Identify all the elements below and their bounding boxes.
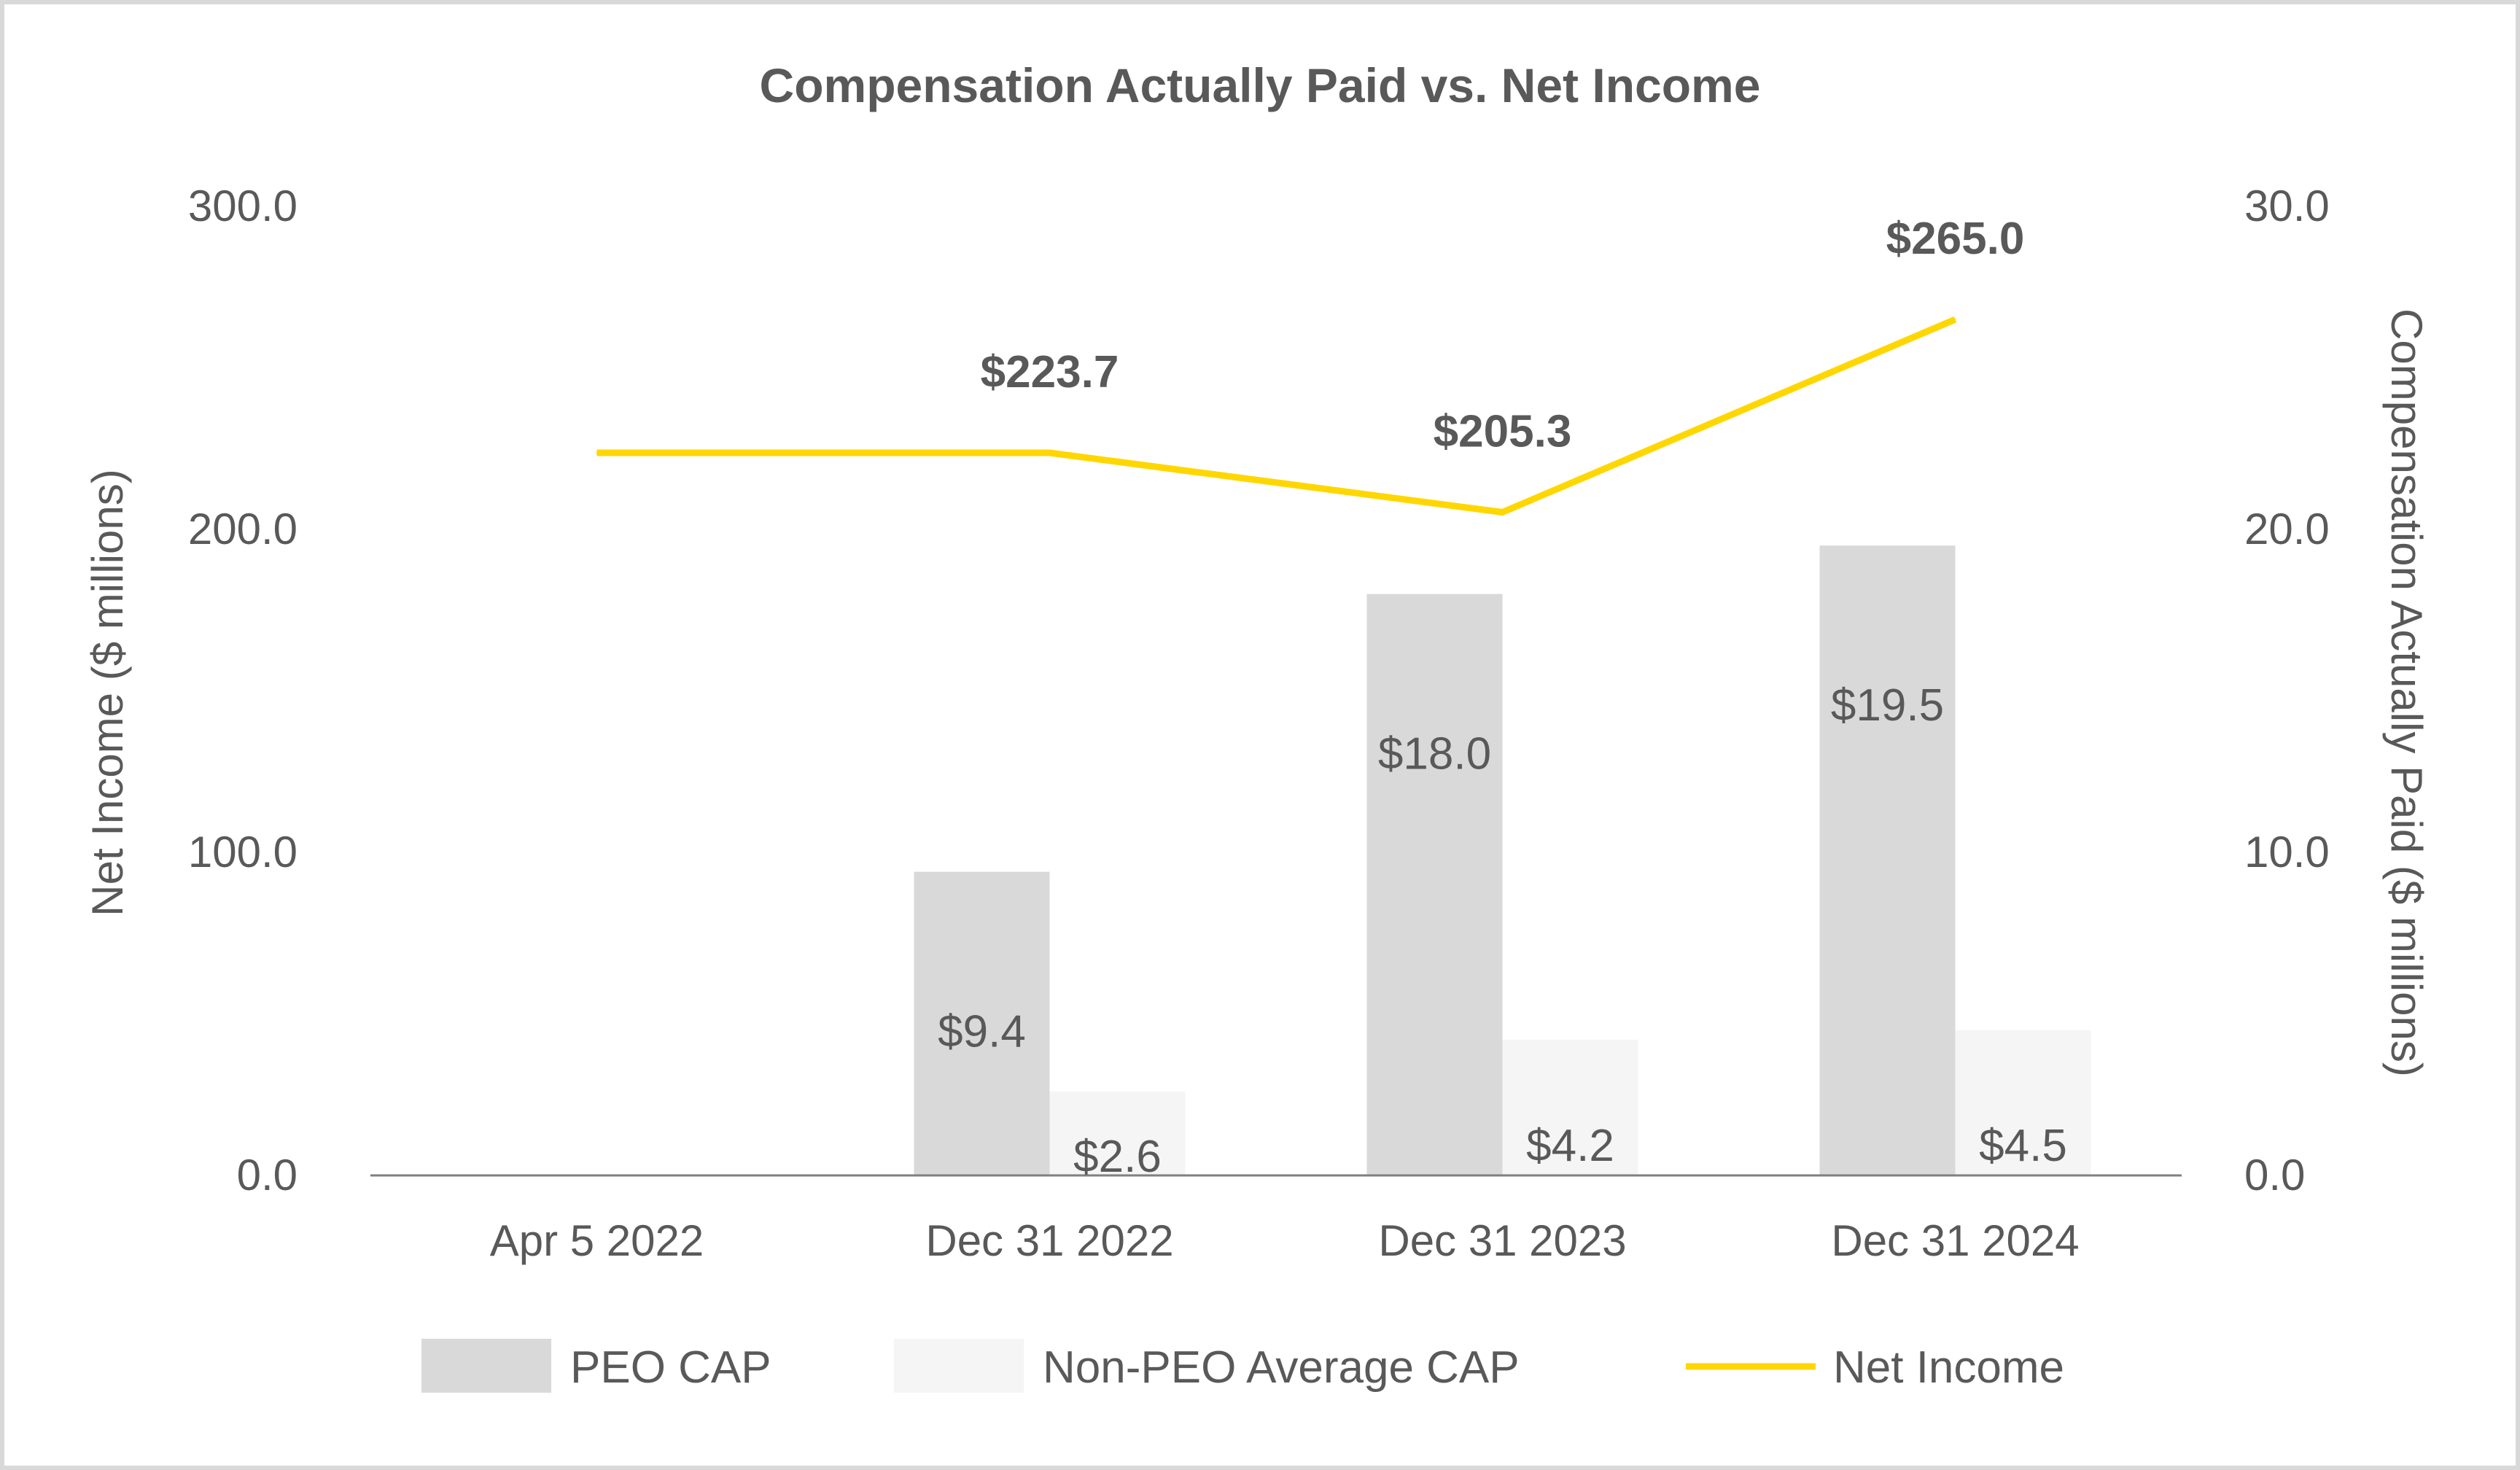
net-income-point	[596, 452, 598, 454]
legend: PEO CAP Non-PEO Average CAP Net Income	[421, 1339, 2064, 1393]
peo-cap-bar	[1366, 594, 1503, 1175]
legend-label-peo-cap: PEO CAP	[570, 1342, 771, 1393]
x-tick-label: Dec 31 2022	[925, 1216, 1173, 1265]
y-right-tick-label: 30.0	[2244, 182, 2330, 230]
y-right-tick-label: 10.0	[2244, 828, 2330, 876]
x-tick-label: Dec 31 2024	[1831, 1216, 2079, 1265]
non-peo-cap-data-label: $4.5	[1979, 1121, 2067, 1171]
peo-cap-data-label: $18.0	[1378, 729, 1491, 779]
y-left-tick-label: 200.0	[188, 505, 298, 553]
net-income-point	[1049, 452, 1051, 454]
legend-swatch-non-peo-cap	[894, 1339, 1024, 1393]
peo-cap-data-label: $9.4	[938, 1007, 1026, 1057]
chart-title: Compensation Actually Paid vs. Net Incom…	[760, 58, 1761, 112]
legend-label-non-peo-cap: Non-PEO Average CAP	[1043, 1342, 1520, 1393]
non-peo-cap-data-label: $4.2	[1526, 1121, 1614, 1171]
y-right-tick-label: 20.0	[2244, 505, 2330, 553]
net-income-data-label: $205.3	[1434, 407, 1572, 457]
legend-swatch-peo-cap	[421, 1339, 551, 1393]
non-peo-cap-bar	[1502, 1039, 1638, 1175]
peo-cap-bar	[914, 871, 1050, 1175]
net-income-data-label: $223.7	[981, 347, 1119, 397]
y-axis-right-label: Compensation Actually Paid ($ millions)	[2382, 308, 2431, 1077]
peo-cap-data-label: $19.5	[1831, 680, 1944, 731]
net-income-data-label: $265.0	[1886, 214, 2025, 264]
non-peo-cap-bar	[1049, 1091, 1186, 1175]
y-left-tick-label: 0.0	[237, 1151, 298, 1199]
x-tick-label: Apr 5 2022	[490, 1216, 704, 1265]
y-left-tick-label: 100.0	[188, 828, 298, 876]
legend-label-net-income: Net Income	[1833, 1342, 2064, 1393]
x-tick-label: Dec 31 2023	[1378, 1216, 1626, 1265]
non-peo-cap-bar	[1955, 1030, 2091, 1175]
net-income-point	[1501, 511, 1504, 513]
y-left-tick-label: 300.0	[188, 182, 298, 230]
non-peo-cap-data-label: $2.6	[1073, 1132, 1162, 1182]
net-income-point	[1954, 319, 1956, 321]
y-axis-left-label: Net Income ($ millions)	[83, 469, 132, 917]
y-right-tick-label: 0.0	[2244, 1151, 2305, 1199]
peo-cap-bar	[1819, 545, 1956, 1175]
net-income-line	[596, 316, 1957, 516]
